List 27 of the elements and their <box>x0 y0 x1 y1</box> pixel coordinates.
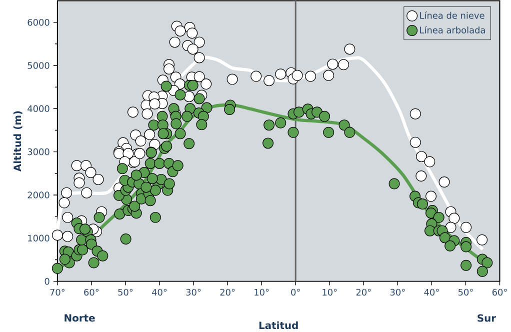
x-tick-label: 70° <box>50 288 64 296</box>
x-tick-label: 40° <box>152 288 167 296</box>
x-tick-label: 10° <box>254 288 269 296</box>
y-tick-label: 5000 <box>28 62 50 69</box>
x-tick-label: 30° <box>390 288 405 296</box>
legend-label: Línea de nieve <box>420 11 484 19</box>
x-tick-label: 60° <box>84 288 99 296</box>
text: Sur <box>478 314 496 322</box>
y-tick-label: 0 <box>44 278 50 284</box>
x-tick-label: 60° <box>492 288 507 296</box>
y-tick-label: 6000 <box>28 18 50 26</box>
x-tick-label: 40° <box>424 288 439 296</box>
y-tick-label: 1000 <box>28 234 50 242</box>
x-tick-label: 20° <box>356 288 371 296</box>
y-axis-title: Altitud (m) <box>13 111 22 172</box>
x-axis-title: Latitud <box>259 321 298 329</box>
x-tick-label: 50° <box>118 288 133 296</box>
x-tick-label: 0° <box>291 288 300 296</box>
y-tick-label: 4000 <box>28 105 50 112</box>
x-tick-label: 20° <box>220 288 235 296</box>
y-tick-label: 3000 <box>28 148 50 155</box>
x-tick-label: 30° <box>186 288 201 296</box>
x-tick-label: 10° <box>322 288 337 296</box>
text: Norte <box>64 314 95 322</box>
x-tick-label: 50° <box>458 288 473 296</box>
y-tick-label: 2000 <box>28 191 50 198</box>
legend-label: Línea arbolada <box>420 26 485 34</box>
